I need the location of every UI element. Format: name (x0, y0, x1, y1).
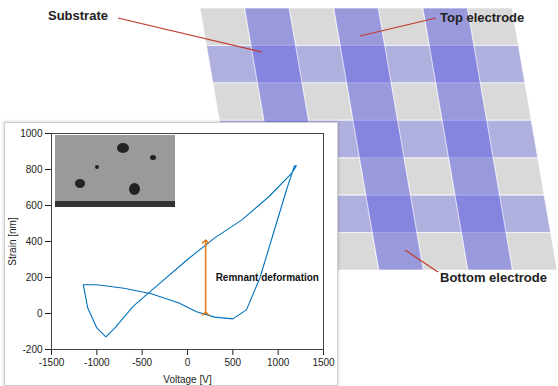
svg-text:Bottom electrode: Bottom electrode (440, 270, 547, 285)
svg-text:400: 400 (26, 236, 43, 247)
svg-text:1000: 1000 (20, 128, 43, 139)
svg-text:1500: 1500 (312, 357, 335, 368)
svg-text:1000: 1000 (267, 357, 290, 368)
svg-text:0: 0 (37, 308, 43, 319)
svg-text:Remnant deformation: Remnant deformation (216, 272, 319, 283)
svg-text:800: 800 (26, 164, 43, 175)
svg-text:Substrate: Substrate (48, 8, 108, 23)
svg-text:Strain [nm]: Strain [nm] (7, 217, 18, 266)
svg-text:500: 500 (224, 357, 241, 368)
svg-text:Voltage [V]: Voltage [V] (163, 374, 212, 385)
svg-text:-200: -200 (22, 344, 42, 355)
svg-text:-500: -500 (132, 357, 152, 368)
svg-text:600: 600 (26, 200, 43, 211)
svg-text:0: 0 (185, 357, 191, 368)
svg-text:200: 200 (26, 272, 43, 283)
svg-text:-1500: -1500 (39, 357, 65, 368)
svg-text:-1000: -1000 (84, 357, 110, 368)
svg-text:Top electrode: Top electrode (440, 10, 524, 25)
